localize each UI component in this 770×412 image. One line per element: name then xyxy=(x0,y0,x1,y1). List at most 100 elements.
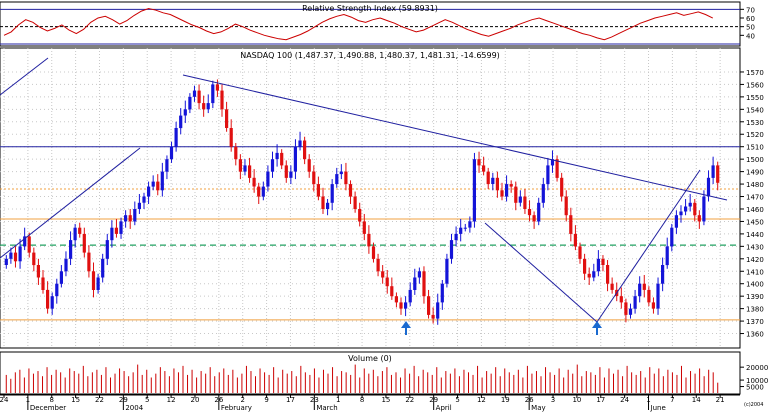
x-day-label: 12 xyxy=(167,396,176,404)
candle-body xyxy=(422,271,426,297)
candle-body xyxy=(491,177,495,184)
price-tick-label: 1400 xyxy=(746,281,764,289)
candle-body xyxy=(610,283,614,290)
x-month-label: May xyxy=(531,404,545,412)
candle-body xyxy=(454,233,458,241)
x-day-label: 17 xyxy=(286,396,295,404)
candle-body xyxy=(293,146,297,172)
candle-body xyxy=(142,196,146,203)
price-tick-label: 1540 xyxy=(746,106,764,114)
x-day-label: 20 xyxy=(191,396,200,404)
x-day-label: 24 xyxy=(620,396,629,404)
candle-body xyxy=(9,252,13,259)
candle-body xyxy=(261,186,265,197)
rsi-series xyxy=(3,7,714,41)
price-tick-label: 1370 xyxy=(746,318,764,326)
candle-body xyxy=(445,258,449,284)
candle-body xyxy=(679,211,683,216)
candle-body xyxy=(431,314,435,319)
price-tick-label: 1450 xyxy=(746,218,764,226)
x-day-label: 10 xyxy=(572,396,581,404)
candle-body xyxy=(225,109,229,128)
price-tick-label: 1420 xyxy=(746,256,764,264)
candle-body xyxy=(78,227,82,234)
x-month-label: February xyxy=(221,404,252,412)
candle-body xyxy=(160,171,164,191)
candle-body xyxy=(211,84,215,104)
candle-body xyxy=(633,296,637,309)
candle-body xyxy=(601,258,605,265)
candle-body xyxy=(684,206,688,212)
volume-tick-label: 10000 xyxy=(746,377,768,385)
candle-body xyxy=(569,215,573,234)
price-tick-label: 1460 xyxy=(746,206,764,214)
candle-body xyxy=(619,296,623,303)
candle-body xyxy=(670,227,674,247)
candle-body xyxy=(41,277,45,290)
candle-body xyxy=(472,159,476,222)
x-day-label: 3 xyxy=(551,396,555,404)
candle-body xyxy=(344,171,348,185)
x-day-label: 21 xyxy=(716,396,725,404)
x-day-label: 17 xyxy=(596,396,605,404)
candle-body xyxy=(436,302,440,319)
candle-body xyxy=(500,190,504,197)
candle-body xyxy=(335,174,339,185)
candle-body xyxy=(18,246,22,262)
candle-body xyxy=(693,202,697,216)
price-tick-label: 1440 xyxy=(746,231,764,239)
candle-body xyxy=(371,246,376,259)
price-tick-label: 1410 xyxy=(746,268,764,276)
candle-body xyxy=(624,302,628,315)
x-day-label: 24 xyxy=(0,396,9,404)
candle-body xyxy=(91,271,96,290)
candle-body xyxy=(463,227,467,229)
candle-body xyxy=(661,265,665,284)
x-day-label: 12 xyxy=(477,396,486,404)
candle-body xyxy=(509,184,513,187)
candle-body xyxy=(133,209,137,222)
volume-panel-frame xyxy=(0,351,741,395)
x-day-label: 14 xyxy=(692,396,701,404)
candle-body xyxy=(477,159,481,166)
candle-body xyxy=(546,165,550,185)
candle-body xyxy=(628,308,633,315)
candle-body xyxy=(358,209,362,222)
trendlines xyxy=(0,57,728,323)
price-axis-ticks: 1360 1370 1380 1390 1400 1410 1420 1430 1440 1450… xyxy=(740,69,764,339)
candle-body xyxy=(592,271,596,278)
candlestick-series xyxy=(4,79,720,325)
candle-body xyxy=(440,283,444,303)
candle-body xyxy=(87,252,91,272)
candle-body xyxy=(101,258,105,278)
price-tick-label: 1430 xyxy=(746,243,764,251)
x-month-label: April xyxy=(436,404,452,412)
candle-body xyxy=(527,209,532,216)
price-tick-label: 1570 xyxy=(746,69,764,77)
candle-body xyxy=(147,186,151,197)
volume-title: Volume (0) xyxy=(348,354,392,363)
candle-body xyxy=(23,236,27,247)
candle-body xyxy=(59,271,63,284)
candle-body xyxy=(665,246,669,266)
candle-body xyxy=(367,233,371,247)
x-day-label: 22 xyxy=(95,396,104,404)
candle-body xyxy=(156,181,160,191)
candle-body xyxy=(307,159,311,172)
candle-body xyxy=(606,265,610,284)
candle-body xyxy=(560,177,564,197)
candle-body xyxy=(362,221,366,234)
rsi-title: Relative Strength Index (59.8931) xyxy=(302,4,438,13)
candle-body xyxy=(270,159,275,172)
x-axis-ticks: 2418152229512202629172318152229512192631… xyxy=(0,394,740,412)
candle-body xyxy=(183,109,187,116)
candle-body xyxy=(417,271,421,278)
trendline-dec-jan xyxy=(0,147,141,259)
candle-body xyxy=(330,184,334,203)
candle-body xyxy=(523,196,527,209)
candle-body xyxy=(266,171,270,187)
candle-body xyxy=(385,277,389,287)
candle-body xyxy=(36,265,40,278)
arrow-up-march xyxy=(401,321,411,335)
